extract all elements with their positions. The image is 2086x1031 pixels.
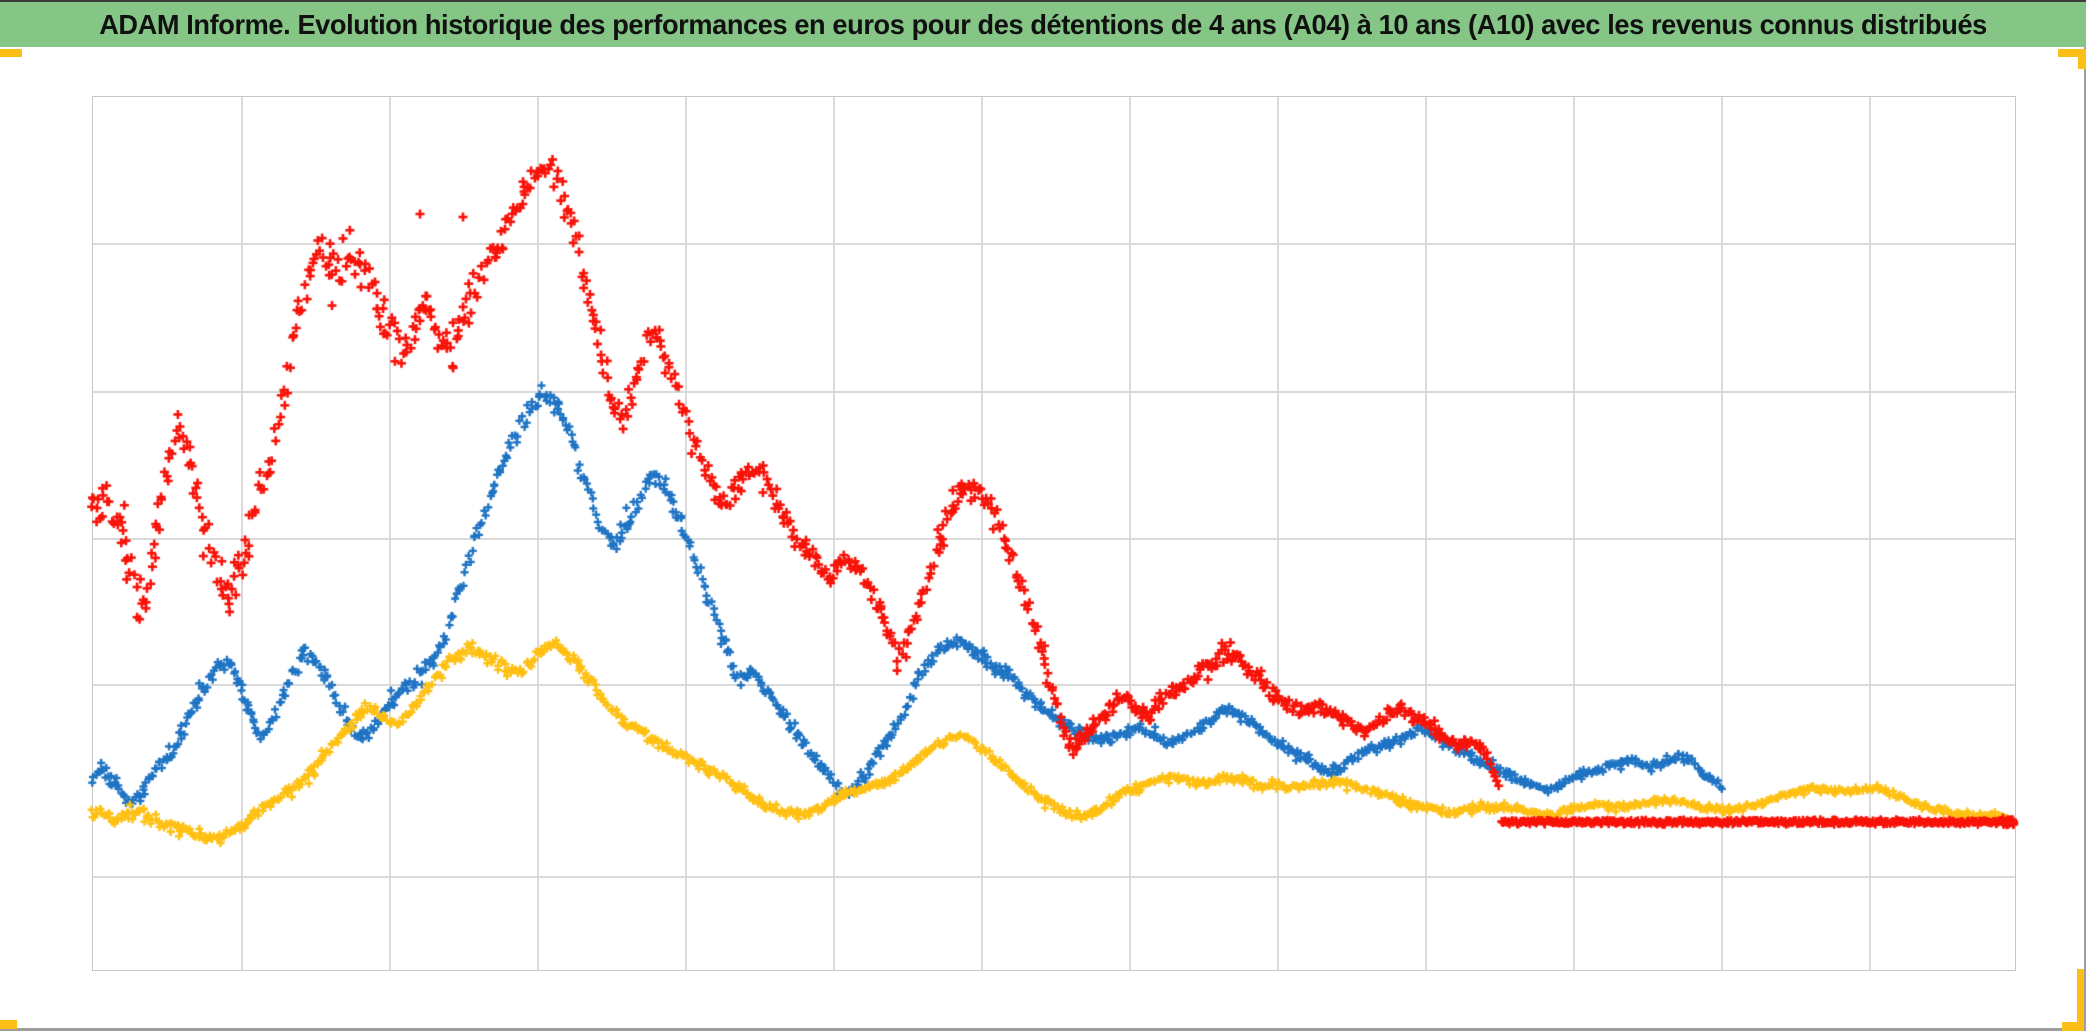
page: ADAM Informe. Evolution historique des p… — [0, 0, 2086, 1031]
chart-canvas — [0, 0, 2086, 1031]
